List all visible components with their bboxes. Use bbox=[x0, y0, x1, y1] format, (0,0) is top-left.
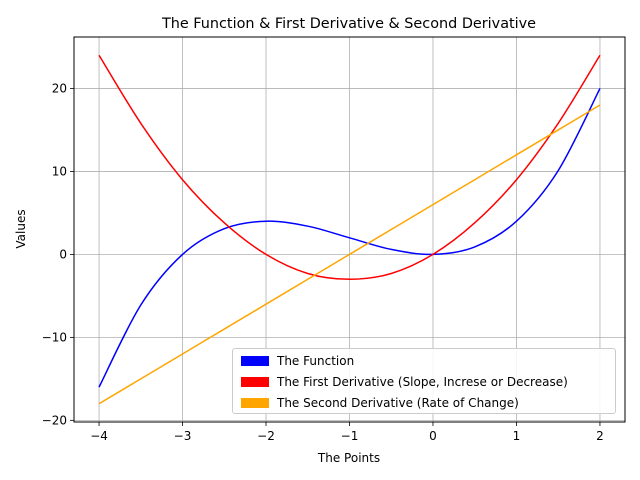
chart-title: The Function & First Derivative & Second… bbox=[161, 16, 536, 32]
x-tick-label: −2 bbox=[257, 429, 275, 443]
y-tick-label: −10 bbox=[42, 330, 67, 344]
x-axis-label: The Points bbox=[317, 451, 380, 465]
first-derivative-line bbox=[98, 54, 601, 281]
legend-item-function: The Function bbox=[241, 353, 354, 369]
legend-swatch-function bbox=[241, 356, 269, 366]
x-tick-label: −1 bbox=[341, 429, 359, 443]
y-tick-label: 20 bbox=[52, 81, 67, 95]
y-axis-label: Values bbox=[14, 209, 28, 248]
legend-label-second-derivative: The Second Derivative (Rate of Change) bbox=[277, 396, 519, 410]
y-tick-label: 10 bbox=[52, 164, 67, 178]
x-tick-label: −3 bbox=[174, 429, 192, 443]
y-tick-label: 0 bbox=[59, 247, 67, 261]
second-derivative-line bbox=[98, 104, 601, 405]
x-tick-label: 0 bbox=[429, 429, 437, 443]
y-tick-label: −20 bbox=[42, 413, 67, 427]
series-lines bbox=[98, 54, 601, 405]
x-tick-label: 2 bbox=[596, 429, 604, 443]
x-tick-label: −4 bbox=[90, 429, 108, 443]
legend-swatch-second-derivative bbox=[241, 398, 269, 408]
legend-item-first-derivative: The First Derivative (Slope, Increse or … bbox=[241, 374, 568, 390]
legend: The Function The First Derivative (Slope… bbox=[232, 348, 616, 414]
grid bbox=[74, 37, 625, 422]
function-line bbox=[98, 88, 601, 388]
legend-swatch-first-derivative bbox=[241, 377, 269, 387]
legend-label-first-derivative: The First Derivative (Slope, Increse or … bbox=[277, 375, 568, 389]
legend-item-second-derivative: The Second Derivative (Rate of Change) bbox=[241, 395, 519, 411]
legend-label-function: The Function bbox=[277, 354, 355, 368]
x-tick-label: 1 bbox=[513, 429, 521, 443]
